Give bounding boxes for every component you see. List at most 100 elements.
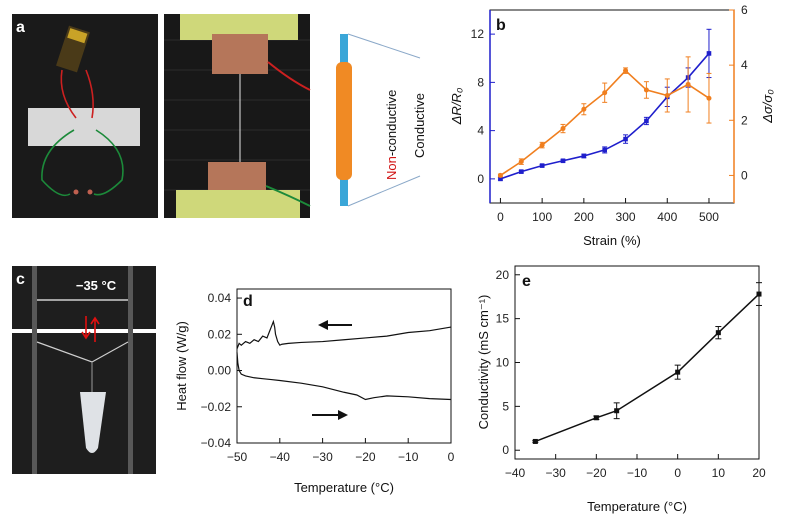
chart-b: 0 4 8 12 0 2 4 6 0 100 200 300 400 500 b Strain (%)…	[449, 3, 775, 248]
clamp-bottom	[176, 190, 300, 218]
series-line	[535, 293, 760, 443]
chart-b-y-right-label: Δσ/σ₀	[760, 89, 775, 124]
data-point	[706, 95, 712, 101]
x-tick-label: −40	[505, 466, 526, 480]
data-point	[560, 158, 566, 164]
chart-b-panel-label: b	[496, 17, 506, 34]
series-line-left	[500, 52, 710, 180]
x-tick-label: −20	[586, 466, 607, 480]
data-point	[706, 51, 712, 56]
x-tick-label: 100	[532, 210, 552, 224]
x-tick-label: 0	[674, 466, 681, 480]
fiber-schematic: Non-conductive Conductive	[336, 33, 427, 207]
arrow-down-icon	[81, 316, 91, 340]
chart-e-frame	[514, 265, 760, 460]
series-right	[497, 56, 712, 178]
chart-d-frame	[236, 288, 452, 444]
y-left-tick-label: 0	[477, 172, 484, 186]
chart-e-y-label: Conductivity (mS cm⁻¹)	[476, 295, 491, 430]
data-point	[623, 136, 628, 142]
arrow-heating-right-icon	[312, 410, 348, 420]
data-point	[602, 90, 608, 96]
x-tick-label: 400	[657, 210, 677, 224]
data-point	[581, 153, 587, 159]
x-tick-label: 10	[712, 466, 726, 480]
x-tick-label: 200	[574, 210, 594, 224]
chart-b-left-axis: 0 4 8 12	[471, 10, 495, 203]
x-tick-label: −20	[355, 450, 376, 464]
data-point	[498, 176, 503, 182]
weight-tube	[80, 392, 106, 453]
chart-e-panel-label: e	[522, 273, 531, 290]
chart-d-x-label: Temperature (°C)	[294, 480, 394, 495]
y-tick-label: −0.02	[201, 400, 232, 414]
temperature-label: −35 °C	[76, 278, 117, 293]
data-point	[539, 163, 545, 168]
data-point	[539, 142, 545, 148]
panel-c: c −35 °C	[12, 266, 156, 474]
electrode-top	[212, 34, 268, 74]
chart-e: 0 5 10 15 20 −40 −30 −20 −10 0 10 20 e Temperature …	[476, 265, 766, 514]
y-tick-label: 5	[502, 399, 509, 413]
y-tick-label: 0.04	[208, 291, 232, 305]
y-tick-label: 15	[496, 312, 510, 326]
y-left-tick-label: 4	[477, 124, 484, 138]
data-point	[593, 415, 599, 421]
y-tick-label: 10	[496, 356, 510, 370]
y-tick-label: 0.00	[208, 364, 232, 378]
data-point	[581, 106, 587, 112]
chart-b-y-left-label: ΔR/R₀	[449, 87, 464, 125]
y-right-tick-label: 4	[741, 58, 748, 72]
series-line-cooling	[236, 319, 452, 350]
chart-b-frame	[489, 9, 735, 204]
arrow-cooling-left-icon	[318, 320, 352, 330]
chart-d: −0.04 −0.02 0.00 0.02 0.04 −50 −40 −30 −20 −10 0 d…	[174, 288, 455, 495]
data-point	[532, 438, 538, 444]
chart-b-x-axis: 0 100 200 300 400 500	[497, 198, 719, 224]
x-tick-label: −10	[627, 466, 648, 480]
chart-d-y-label: Heat flow (W/g)	[174, 321, 189, 411]
series-line-heating	[236, 352, 452, 401]
data-point	[675, 369, 681, 375]
x-tick-label: 300	[616, 210, 636, 224]
x-tick-label: −30	[545, 466, 566, 480]
data-point	[623, 68, 629, 74]
data-point	[756, 291, 762, 297]
data-point	[715, 330, 721, 336]
y-tick-label: −0.04	[201, 436, 232, 450]
data-point	[664, 92, 670, 98]
chart-b-x-label: Strain (%)	[583, 233, 641, 248]
data-point	[685, 81, 691, 87]
panel-label-c: c	[16, 271, 25, 288]
panel-label-a: a	[16, 19, 25, 36]
data-point	[518, 169, 524, 174]
x-tick-label: 500	[699, 210, 719, 224]
data-point	[518, 159, 524, 165]
chart-d-panel-label: d	[243, 293, 253, 310]
x-tick-label: −30	[312, 450, 333, 464]
x-tick-label: −10	[398, 450, 419, 464]
x-tick-label: 0	[448, 450, 455, 464]
x-tick-label: −50	[227, 450, 248, 464]
data-point	[614, 408, 620, 414]
label-conductive: Conductive	[412, 93, 427, 158]
data-point	[643, 87, 649, 93]
data-point	[560, 126, 566, 132]
y-right-tick-label: 0	[741, 168, 748, 182]
sheath-non-conductive	[336, 62, 352, 180]
y-left-tick-label: 8	[477, 75, 484, 89]
arrow-up-icon	[90, 316, 100, 342]
chart-b-right-axis: 0 2 4 6	[729, 3, 748, 203]
x-tick-label: 20	[752, 466, 766, 480]
y-right-tick-label: 6	[741, 3, 748, 17]
chart-e-x-label: Temperature (°C)	[587, 499, 687, 514]
x-tick-label: 0	[497, 210, 504, 224]
y-tick-label: 20	[496, 268, 510, 282]
y-right-tick-label: 2	[741, 113, 748, 127]
data-point	[497, 172, 503, 178]
y-left-tick-label: 12	[471, 27, 485, 41]
series-left	[497, 28, 712, 182]
data-point	[644, 118, 649, 124]
panel-a: a Non-conductive Conductive	[12, 14, 427, 218]
